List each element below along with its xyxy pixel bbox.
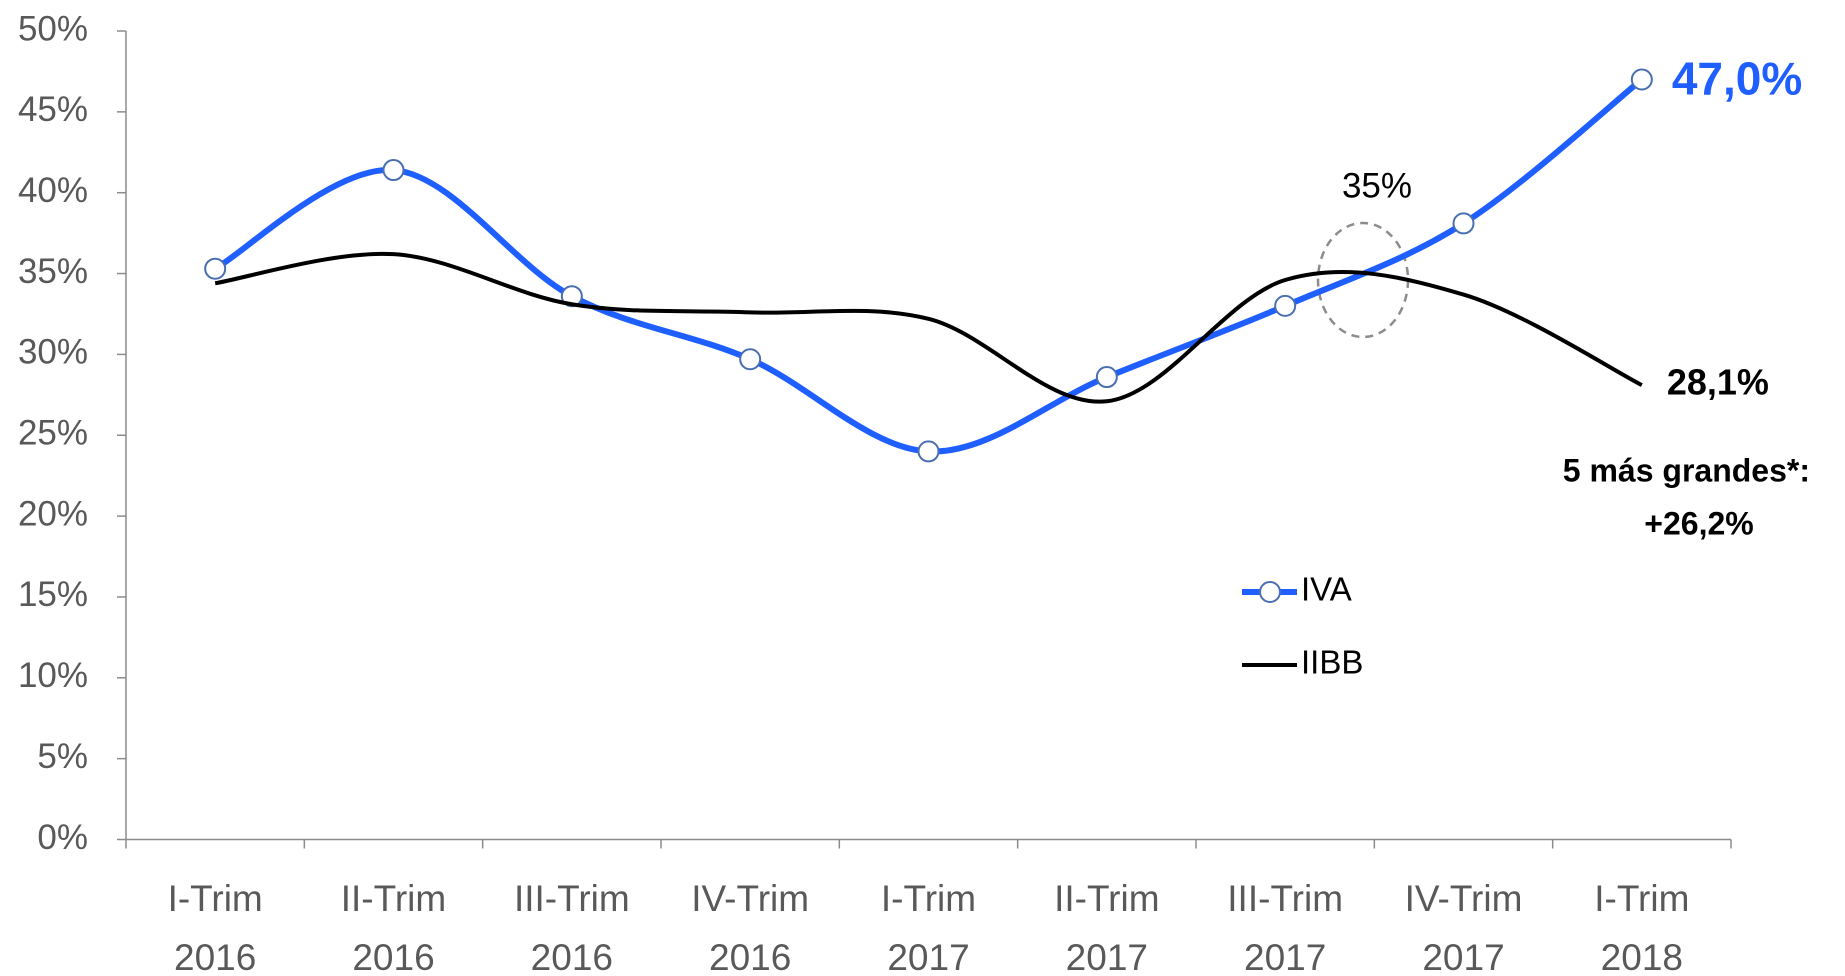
x-tick-label: I-Trim 2017	[881, 878, 976, 976]
y-tick-label: 20%	[18, 494, 88, 533]
legend-label: IIBB	[1301, 644, 1363, 681]
y-tick-label: 15%	[18, 575, 88, 614]
x-tick-label-line: III-Trim	[1227, 878, 1343, 919]
x-tick-label-line: IV-Trim	[691, 878, 809, 919]
x-tick-label: IV-Trim 2016	[691, 878, 809, 976]
x-tick-label-line: I-Trim	[168, 878, 263, 919]
marker	[382, 159, 405, 182]
x-tick-label-line: III-Trim	[514, 878, 630, 919]
annotation: 35%	[1342, 166, 1412, 205]
legend-label: IVA	[1301, 571, 1352, 608]
y-tick-label: 45%	[18, 90, 88, 129]
x-tick-label: IV-Trim 2017	[1405, 878, 1523, 976]
series-line	[214, 251, 1643, 404]
x-tick-label-line: IV-Trim	[1405, 878, 1523, 919]
highlight-ellipse	[1316, 221, 1410, 339]
x-tick-label-line: I-Trim	[881, 878, 976, 919]
marker	[204, 257, 227, 280]
y-tick-label: 30%	[18, 333, 88, 372]
y-tick-label: 40%	[18, 171, 88, 210]
x-tick-label-line: 2017	[1244, 937, 1326, 976]
y-tick-label: 5%	[37, 737, 88, 776]
marker	[1274, 294, 1297, 317]
y-tick-label: 50%	[18, 9, 88, 48]
value-label: 28,1%	[1667, 362, 1769, 403]
x-tick-label: I-Trim 2016	[168, 878, 263, 976]
x-tick-label: III-Trim 2017	[1227, 878, 1343, 976]
x-tick-label-line: II-Trim	[341, 878, 446, 919]
x-tick-label-line: II-Trim	[1054, 878, 1159, 919]
x-tick-label: II-Trim 2017	[1054, 878, 1159, 976]
marker	[917, 440, 940, 463]
x-tick-label-line: 2016	[709, 937, 791, 976]
x-tick-label-line: 2018	[1601, 937, 1683, 976]
y-tick-label: 25%	[18, 414, 88, 453]
x-tick-label: III-Trim 2016	[514, 878, 630, 976]
y-tick-label: 35%	[18, 252, 88, 291]
legend-marker	[1259, 581, 1281, 603]
x-tick-label-line: 2017	[1422, 937, 1504, 976]
marker	[739, 348, 762, 371]
annotation: 5 más grandes*:	[1563, 452, 1810, 488]
x-tick-label-line: 2016	[174, 937, 256, 976]
x-tick-label: I-Trim 2018	[1594, 878, 1689, 976]
y-tick-label: 10%	[18, 656, 88, 695]
marker	[1630, 68, 1653, 91]
x-tick-label: II-Trim 2016	[341, 878, 446, 976]
x-tick-label-line: 2016	[531, 937, 613, 976]
value-label: 47,0%	[1672, 53, 1802, 105]
marker	[1095, 366, 1118, 389]
annotation: +26,2%	[1644, 505, 1753, 541]
x-tick-label-line: 2017	[887, 937, 969, 976]
marker	[1452, 212, 1475, 235]
series-line	[213, 77, 1644, 455]
x-tick-label-line: I-Trim	[1594, 878, 1689, 919]
x-tick-label-line: 2017	[1066, 937, 1148, 976]
y-tick-label: 0%	[37, 818, 88, 857]
x-tick-label-line: 2016	[352, 937, 434, 976]
